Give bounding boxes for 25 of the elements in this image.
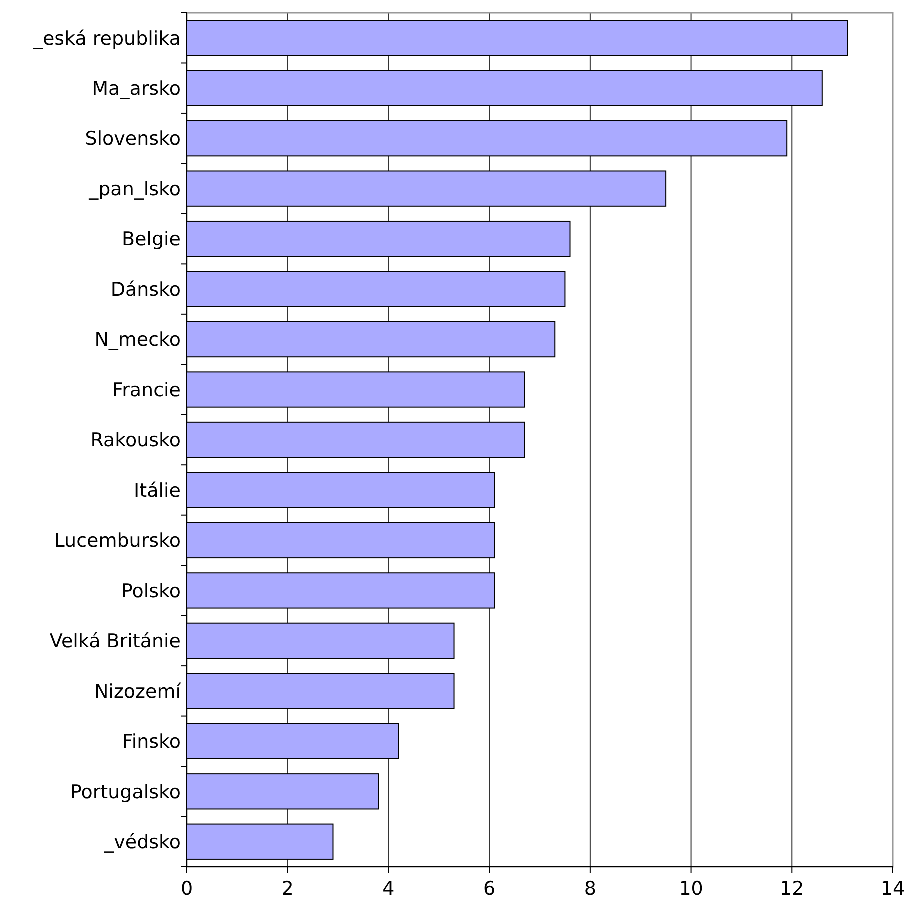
y-tick-label: N_mecko [94, 329, 181, 352]
y-tick-label: Slovensko [85, 128, 181, 150]
y-tick-label: Francie [112, 379, 181, 402]
y-tick-label: _eská republika [32, 28, 181, 50]
y-tick-label: Nizozemí [94, 680, 182, 703]
y-tick-label: Itálie [134, 480, 181, 502]
y-tick-label: _védsko [104, 832, 181, 854]
x-tick-label: 6 [484, 878, 496, 900]
x-tick-label: 10 [679, 878, 704, 900]
y-tick-label: Velká Británie [50, 630, 181, 653]
x-tick-label: 2 [282, 878, 294, 900]
y-tick-label: Polsko [121, 580, 181, 602]
y-tick-label: Ma_arsko [92, 78, 181, 100]
y-tick-label: Rakousko [90, 430, 181, 452]
x-tick-label: 4 [382, 878, 395, 900]
y-tick-label: Finsko [122, 731, 181, 754]
x-tick-label: 8 [584, 878, 596, 900]
x-tick-label: 0 [180, 878, 194, 900]
y-tick-label: Lucembursko [54, 530, 181, 552]
y-tick-label: _pan_lsko [88, 178, 181, 200]
x-tick-label: 12 [780, 878, 804, 900]
x-tick-label: 14 [880, 878, 904, 900]
y-tick-label: Belgie [122, 228, 181, 251]
y-tick-label: Dánsko [110, 278, 181, 301]
y-tick-label: Portugalsko [70, 781, 181, 804]
